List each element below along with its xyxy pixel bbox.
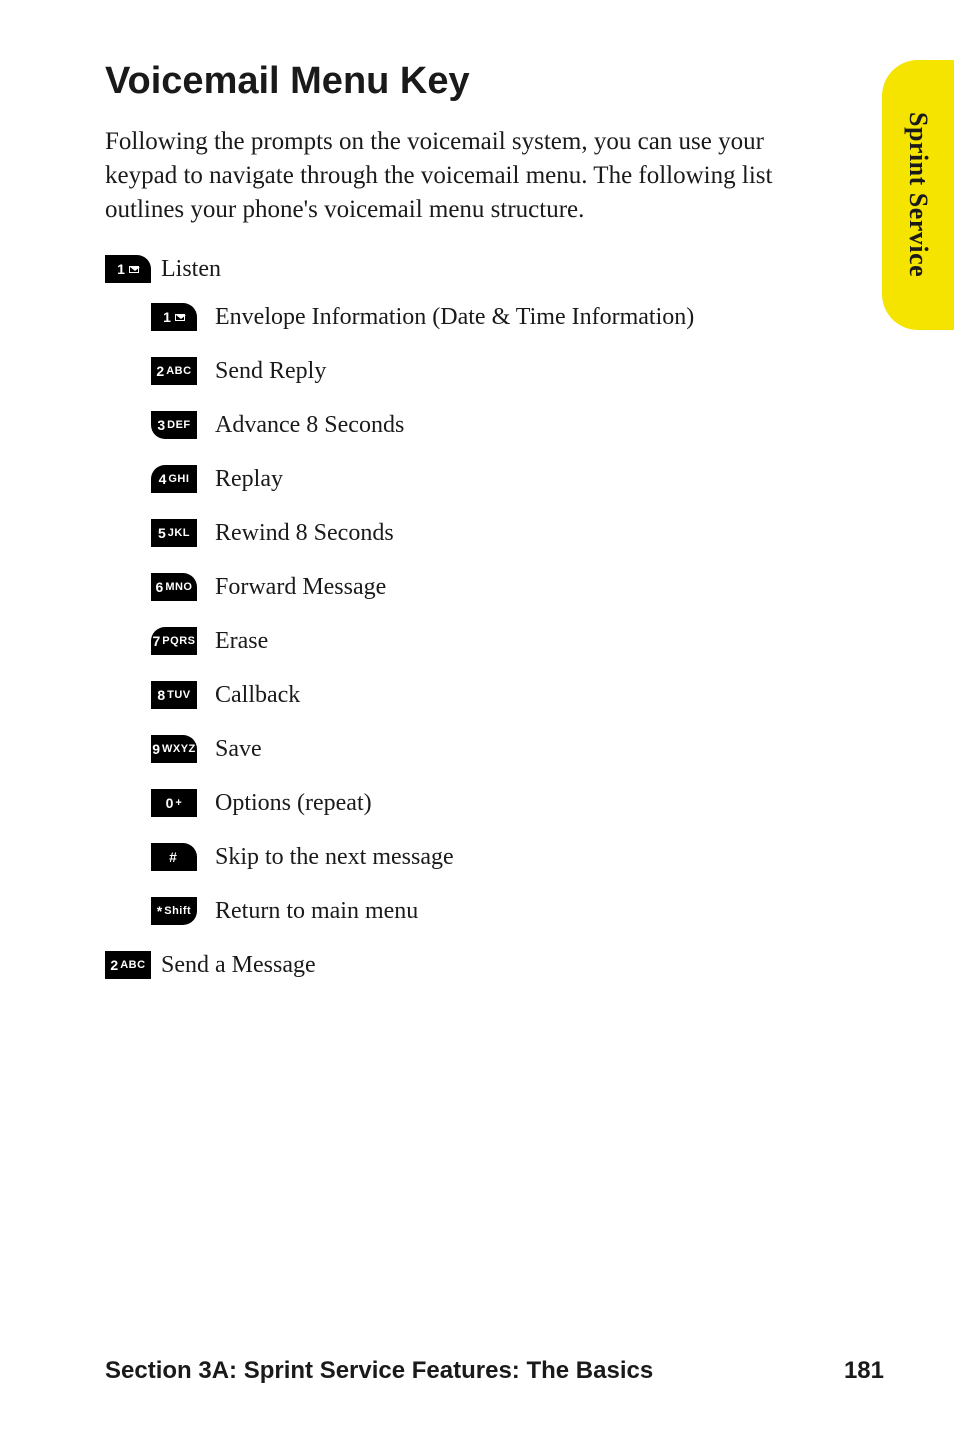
document-page: Sprint Service Voicemail Menu Key Follow… (0, 0, 954, 1431)
menu-item-label: Skip to the next message (215, 844, 454, 871)
menu-item-label: Advance 8 Seconds (215, 412, 404, 439)
menu-item: 3DEF Advance 8 Seconds (151, 408, 884, 442)
menu-item-label: Send Reply (215, 358, 326, 385)
menu-item: 2ABC Send Reply (151, 354, 884, 388)
keypad-key-icon: 8TUV (151, 681, 197, 709)
side-tab-label: Sprint Service (903, 112, 933, 277)
menu-item: 0+ Options (repeat) (151, 786, 884, 820)
menu-item-label: Replay (215, 466, 283, 493)
keypad-key-icon: 2ABC (105, 951, 151, 979)
keypad-key-icon: 1 (105, 255, 151, 283)
menu-item-label: Return to main menu (215, 898, 418, 925)
page-footer: Section 3A: Sprint Service Features: The… (105, 1357, 884, 1385)
menu-item-label: Options (repeat) (215, 790, 372, 817)
keypad-key-icon: 5JKL (151, 519, 197, 547)
menu-item: 6MNO Forward Message (151, 570, 884, 604)
menu-list: 1 Listen 1 Envelope Information (Date & Tim… (105, 252, 884, 982)
menu-item: 5JKL Rewind 8 Seconds (151, 516, 884, 550)
keypad-key-icon: 0+ (151, 789, 197, 817)
keypad-key-icon: 2ABC (151, 357, 197, 385)
keypad-key-icon: # (151, 843, 197, 871)
footer-section: Section 3A: Sprint Service Features: The… (105, 1357, 653, 1385)
keypad-key-icon: 6MNO (151, 573, 197, 601)
menu-item-label: Save (215, 736, 262, 763)
keypad-key-icon: *Shift (151, 897, 197, 925)
menu-item-label: Forward Message (215, 574, 386, 601)
menu-item: *Shift Return to main menu (151, 894, 884, 928)
page-title: Voicemail Menu Key (105, 60, 884, 103)
envelope-icon (175, 314, 185, 321)
footer-page-number: 181 (844, 1357, 884, 1385)
keypad-key-icon: 7PQRS (151, 627, 197, 655)
menu-item-label: Send a Message (161, 952, 316, 979)
keypad-key-icon: 1 (151, 303, 197, 331)
intro-paragraph: Following the prompts on the voicemail s… (105, 125, 805, 226)
menu-item-label: Callback (215, 682, 300, 709)
menu-item: 8TUV Callback (151, 678, 884, 712)
menu-item: # Skip to the next message (151, 840, 884, 874)
menu-item: 2ABC Send a Message (105, 948, 884, 982)
menu-item-label: Erase (215, 628, 268, 655)
menu-item: 4GHI Replay (151, 462, 884, 496)
keypad-key-icon: 9WXYZ (151, 735, 197, 763)
keypad-key-icon: 3DEF (151, 411, 197, 439)
menu-item: 1 Envelope Information (Date & Time Infor… (151, 300, 884, 334)
envelope-icon (129, 266, 139, 273)
menu-item-label: Rewind 8 Seconds (215, 520, 394, 547)
menu-item-label: Envelope Information (Date & Time Inform… (215, 304, 694, 331)
keypad-key-icon: 4GHI (151, 465, 197, 493)
menu-item: 1 Listen (105, 252, 884, 286)
menu-item-label: Listen (161, 256, 221, 283)
menu-item: 7PQRS Erase (151, 624, 884, 658)
side-tab: Sprint Service (882, 60, 954, 330)
menu-item: 9WXYZ Save (151, 732, 884, 766)
